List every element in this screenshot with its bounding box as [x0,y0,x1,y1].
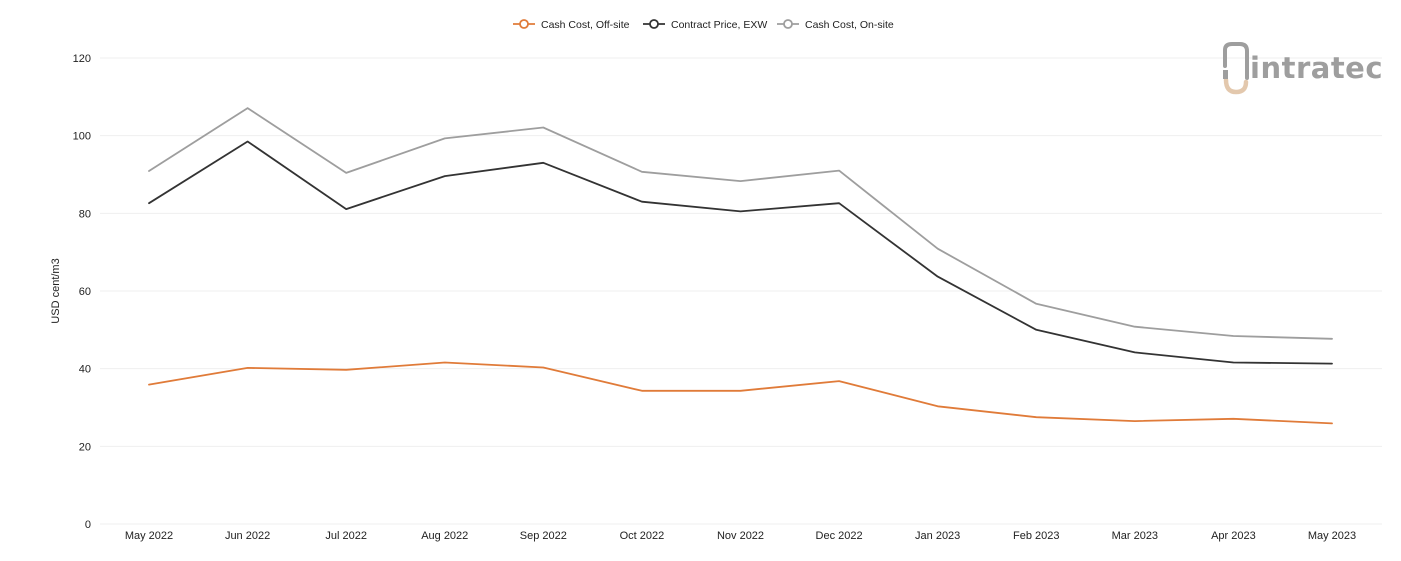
data-point[interactable] [1229,415,1237,423]
data-point[interactable] [737,387,745,395]
legend-label: Cash Cost, Off-site [541,19,630,31]
x-tick-label: Jan 2023 [915,530,960,542]
x-tick-label: Apr 2023 [1211,530,1256,542]
x-tick-label: Nov 2022 [717,530,764,542]
data-point[interactable] [342,366,350,374]
data-point[interactable] [1131,417,1139,425]
data-point[interactable] [737,177,745,185]
data-point[interactable] [145,167,153,175]
data-point[interactable] [1229,332,1237,340]
y-tick-label: 60 [79,286,91,298]
data-point[interactable] [539,364,547,372]
data-point[interactable] [934,402,942,410]
y-tick-label: 120 [73,53,91,65]
grid-lines [100,57,1382,525]
data-point[interactable] [244,104,252,112]
legend[interactable]: Cash Cost, Off-site Contract Price, EXW Ca… [513,19,894,31]
legend-item[interactable]: Cash Cost, On-site [777,19,894,31]
x-tick-label: May 2022 [125,530,173,542]
x-axis-ticks: May 2022 Jun 2022 Jul 2022 Aug 2022 Sep 2022… [125,530,1356,542]
legend-item[interactable]: Cash Cost, Off-site [513,19,630,31]
data-point[interactable] [1328,360,1336,368]
data-point[interactable] [1131,323,1139,331]
data-point[interactable] [145,199,153,207]
data-point[interactable] [441,134,449,142]
intratec-logo: intratec [1223,42,1383,95]
data-point[interactable] [539,159,547,167]
data-point[interactable] [1032,326,1040,334]
y-axis-title: USD cent/m3 [50,258,62,323]
x-tick-label: Feb 2023 [1013,530,1059,542]
data-point[interactable] [638,198,646,206]
data-point[interactable] [638,387,646,395]
data-point[interactable] [835,167,843,175]
data-point[interactable] [145,381,153,389]
data-point[interactable] [244,137,252,145]
data-point[interactable] [1229,358,1237,366]
series-line [148,361,1333,425]
logo-text: intratec [1250,51,1383,85]
x-tick-label: Dec 2022 [816,530,863,542]
data-point[interactable] [835,199,843,207]
legend-item[interactable]: Contract Price, EXW [643,19,767,31]
y-tick-label: 20 [79,441,91,453]
data-point[interactable] [441,358,449,366]
x-tick-label: Aug 2022 [421,530,468,542]
y-tick-label: 80 [79,208,91,220]
data-point[interactable] [1032,300,1040,308]
x-tick-label: Mar 2023 [1112,530,1158,542]
y-tick-label: 40 [79,364,91,376]
data-point[interactable] [1328,335,1336,343]
legend-marker [783,19,793,29]
data-point[interactable] [1328,419,1336,427]
data-point[interactable] [539,124,547,132]
series-line [148,140,1333,365]
x-tick-label: Oct 2022 [620,530,665,542]
data-point[interactable] [934,273,942,281]
data-point[interactable] [342,205,350,213]
data-point[interactable] [737,207,745,215]
data-point[interactable] [342,169,350,177]
x-tick-label: Jul 2022 [325,530,367,542]
series-lines [145,104,1336,427]
y-axis-ticks: 0 20 40 60 80 100 120 [73,53,91,531]
legend-label: Contract Price, EXW [671,19,767,31]
legend-marker [519,19,529,29]
legend-label: Cash Cost, On-site [805,19,894,31]
series-line [148,107,1333,340]
y-tick-label: 0 [85,519,91,531]
data-point[interactable] [638,168,646,176]
data-point[interactable] [934,245,942,253]
data-point[interactable] [1032,413,1040,421]
x-tick-label: Sep 2022 [520,530,567,542]
data-point[interactable] [244,364,252,372]
data-point[interactable] [441,172,449,180]
x-tick-label: May 2023 [1308,530,1356,542]
data-point[interactable] [1131,348,1139,356]
data-point[interactable] [835,377,843,385]
legend-marker [649,19,659,29]
y-tick-label: 100 [73,131,91,143]
x-tick-label: Jun 2022 [225,530,270,542]
